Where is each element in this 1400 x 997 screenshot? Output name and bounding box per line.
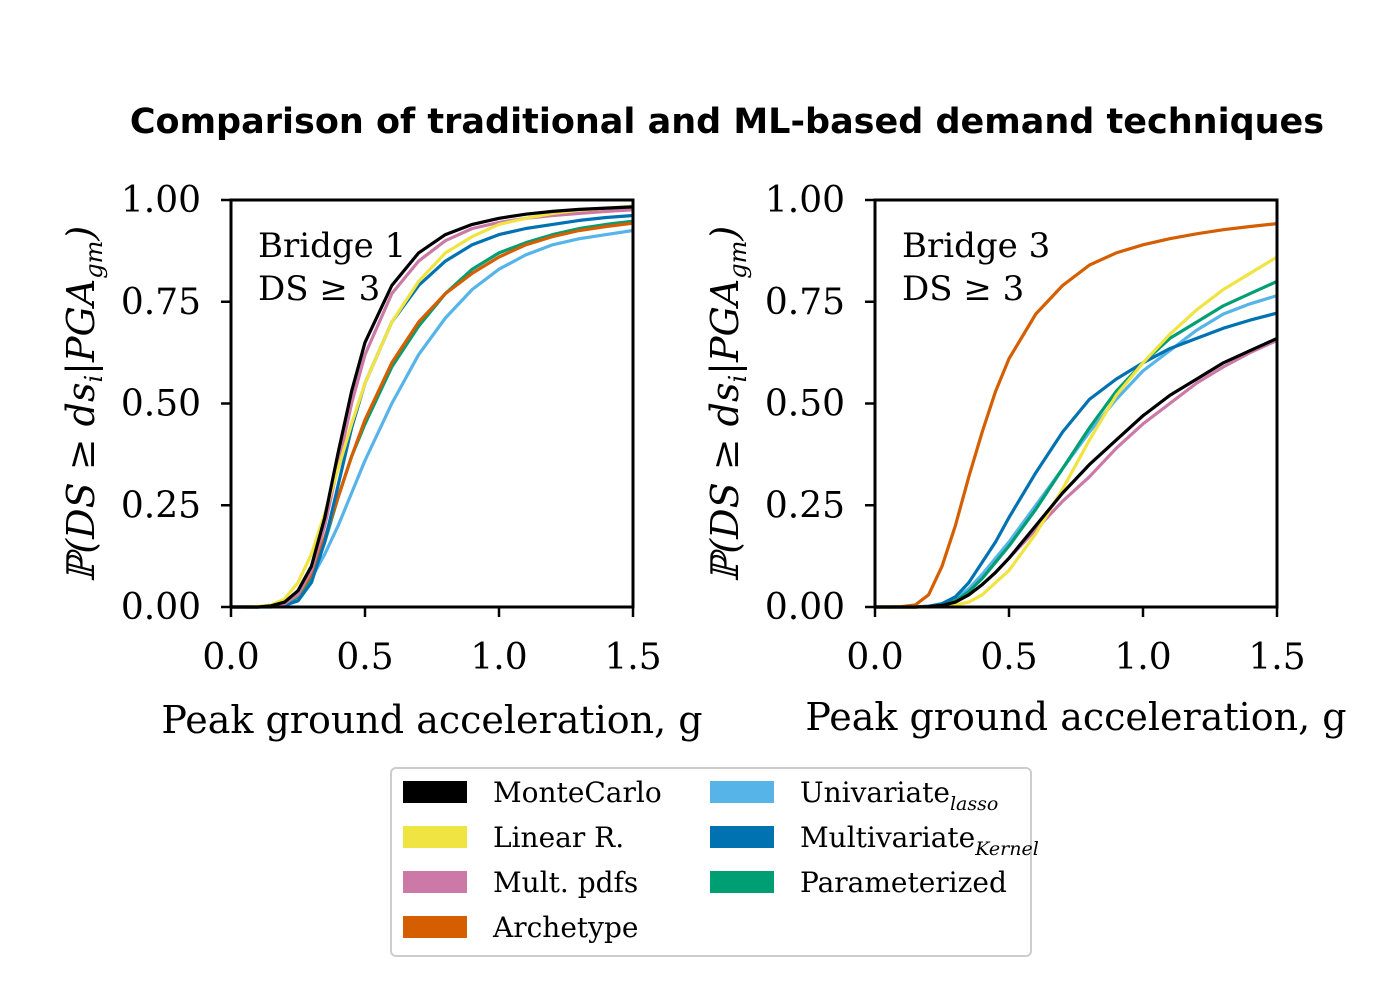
legend-swatch (403, 871, 467, 893)
y-tick-label: 0.50 (765, 384, 845, 425)
legend-label: MonteCarlo (493, 776, 662, 809)
legend-swatch (710, 871, 774, 893)
panel-bridge-1: 0.0 0.5 1.0 1.5 0.00 0.25 0.50 0.75 1.00 Bridge … (59, 180, 703, 742)
x-tick-label: 0.0 (846, 637, 903, 678)
y-tick-label: 0.00 (765, 587, 845, 628)
series-line-linear-r--panel-1 (231, 204, 634, 609)
series-line-montecarlo-panel-2 (875, 336, 1278, 609)
legend-label: Univariatelasso (800, 776, 998, 815)
panel-3-axes: 0.0 0.5 1.0 1.5 0.00 0.25 0.50 0.75 1.00 (765, 180, 1306, 678)
y-tick-label: 1.00 (121, 180, 201, 221)
panel-1-xlabel: Peak ground acceleration, g (161, 698, 702, 742)
x-tick-label: 1.0 (1114, 637, 1171, 678)
y-tick-label: 0.00 (121, 587, 201, 628)
panel-1-annotation-ds: DS ≥ 3 (258, 269, 380, 309)
panel-3-annotation-bridge: Bridge 3 (902, 226, 1050, 266)
y-tick-label: 0.50 (121, 384, 201, 425)
legend: MonteCarlo Linear R. Mult. pdfs Archetype Un… (390, 767, 1039, 957)
legend-swatch (710, 826, 774, 848)
y-tick-label: 0.75 (765, 282, 845, 323)
series-line-mult-pdfs-panel-2 (875, 338, 1278, 609)
legend-label: Archetype (492, 911, 638, 944)
chart-title: Comparison of traditional and ML-based d… (130, 102, 1324, 142)
legend-label: Mult. pdfs (493, 866, 638, 899)
x-tick-label: 1.5 (1248, 637, 1305, 678)
x-tick-label: 0.5 (336, 637, 393, 678)
x-tick-label: 0.0 (202, 637, 259, 678)
legend-label: MultivariateKernel (800, 821, 1039, 860)
x-tick-label: 1.5 (604, 637, 661, 678)
series-line-univariate-panel-2 (875, 294, 1278, 609)
panel-1-ylabel: ℙ(DS ≥ dsi|PGAgm) (59, 226, 108, 583)
x-tick-label: 0.5 (980, 637, 1037, 678)
legend-swatch (403, 826, 467, 848)
panel-1-axes: 0.0 0.5 1.0 1.5 0.00 0.25 0.50 0.75 1.00 (121, 180, 662, 678)
panel-1-annotation-bridge: Bridge 1 (258, 226, 406, 266)
legend-swatch (403, 781, 467, 803)
series-line-montecarlo-panel-1 (231, 205, 634, 609)
y-tick-label: 0.25 (121, 485, 201, 526)
series-line-archetype-panel-2 (875, 222, 1278, 609)
legend-swatch (403, 916, 467, 938)
legend-frame (390, 767, 1032, 957)
y-tick-label: 1.00 (765, 180, 845, 221)
legend-label: Linear R. (493, 821, 624, 854)
legend-label: Parameterized (800, 866, 1007, 899)
panel-3-ylabel: ℙ(DS ≥ dsi|PGAgm) (703, 226, 752, 583)
panel-3-xlabel: Peak ground acceleration, g (805, 695, 1346, 739)
legend-swatch (710, 781, 774, 803)
series-line-multivariate-panel-2 (875, 311, 1278, 609)
panel-1-plot (231, 204, 634, 609)
panel-3-annotation-ds: DS ≥ 3 (902, 269, 1024, 309)
y-tick-label: 0.75 (121, 282, 201, 323)
panel-bridge-3: 0.0 0.5 1.0 1.5 0.00 0.25 0.50 0.75 1.00 Bridge … (703, 180, 1347, 739)
x-tick-label: 1.0 (470, 637, 527, 678)
y-tick-label: 0.25 (765, 485, 845, 526)
